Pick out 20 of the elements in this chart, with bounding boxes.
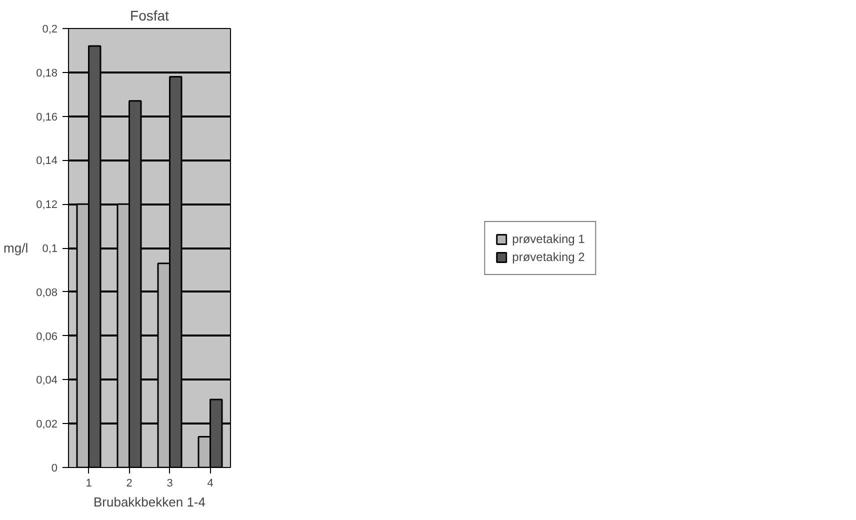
legend-label: prøvetaking 1: [512, 232, 585, 246]
x-axis-title: Brubakkbekken 1-4: [93, 494, 206, 510]
y-tick-label: 0,14: [36, 155, 58, 168]
y-axis-title: mg/l: [4, 240, 28, 256]
x-tick-label: 3: [166, 478, 173, 490]
y-tick-label: 0,18: [36, 67, 58, 80]
y-tick-label: 0,1: [42, 243, 58, 255]
y-tick-label: 0,08: [36, 286, 58, 299]
y-tick-label: 0,16: [36, 111, 58, 124]
y-tick-label: 0: [51, 462, 58, 474]
y-tick-label: 0,12: [36, 199, 58, 212]
x-tick-label: 2: [126, 478, 132, 490]
legend-label: prøvetaking 2: [512, 250, 585, 264]
chart-title: Fosfat: [130, 8, 170, 24]
y-tick-label: 0,02: [36, 418, 58, 431]
y-tick-label: 0,2: [42, 24, 58, 36]
x-tick-label: 4: [207, 478, 214, 490]
x-tick-label: 1: [86, 478, 92, 490]
y-tick-label: 0,06: [36, 330, 58, 343]
y-tick-label: 0,04: [36, 374, 58, 387]
